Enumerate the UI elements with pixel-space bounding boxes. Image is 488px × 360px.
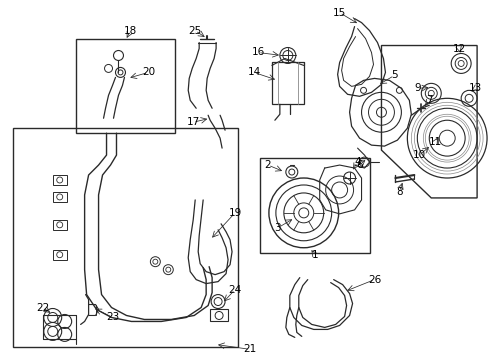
Text: 16: 16 [251, 48, 264, 58]
Text: 5: 5 [390, 71, 397, 80]
Text: 2: 2 [264, 160, 271, 170]
Bar [76, 39, 175, 133]
Text: 17: 17 [186, 117, 200, 127]
Bar [271, 62, 303, 104]
Text: 20: 20 [142, 67, 155, 77]
Text: 4: 4 [353, 157, 360, 167]
Text: 10: 10 [412, 150, 425, 160]
Text: 25: 25 [188, 26, 202, 36]
Text: 26: 26 [367, 275, 380, 285]
Text: 19: 19 [228, 208, 241, 218]
Text: 8: 8 [395, 187, 402, 197]
Bar [260, 158, 369, 253]
Bar [53, 192, 66, 202]
Bar [13, 128, 238, 347]
Bar [53, 250, 66, 260]
Text: 14: 14 [247, 67, 260, 77]
Text: 9: 9 [413, 84, 420, 93]
Text: 3: 3 [274, 223, 281, 233]
Text: 12: 12 [451, 44, 465, 54]
Text: 18: 18 [123, 26, 137, 36]
Text: 15: 15 [332, 8, 346, 18]
Text: 22: 22 [36, 302, 49, 312]
Bar [210, 310, 227, 321]
Text: 7: 7 [425, 95, 432, 105]
Text: 11: 11 [428, 137, 441, 147]
Text: 13: 13 [468, 84, 481, 93]
Bar [53, 220, 66, 230]
Text: 23: 23 [106, 312, 119, 323]
Text: 21: 21 [243, 345, 256, 354]
Text: 24: 24 [228, 284, 241, 294]
Text: 6: 6 [356, 160, 362, 170]
Text: 1: 1 [311, 250, 317, 260]
Bar [53, 175, 66, 185]
